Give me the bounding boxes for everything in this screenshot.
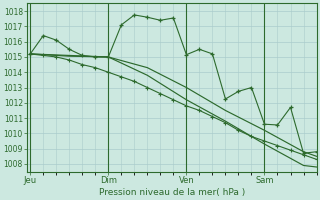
X-axis label: Pression niveau de la mer( hPa ): Pression niveau de la mer( hPa ) [99, 188, 245, 197]
